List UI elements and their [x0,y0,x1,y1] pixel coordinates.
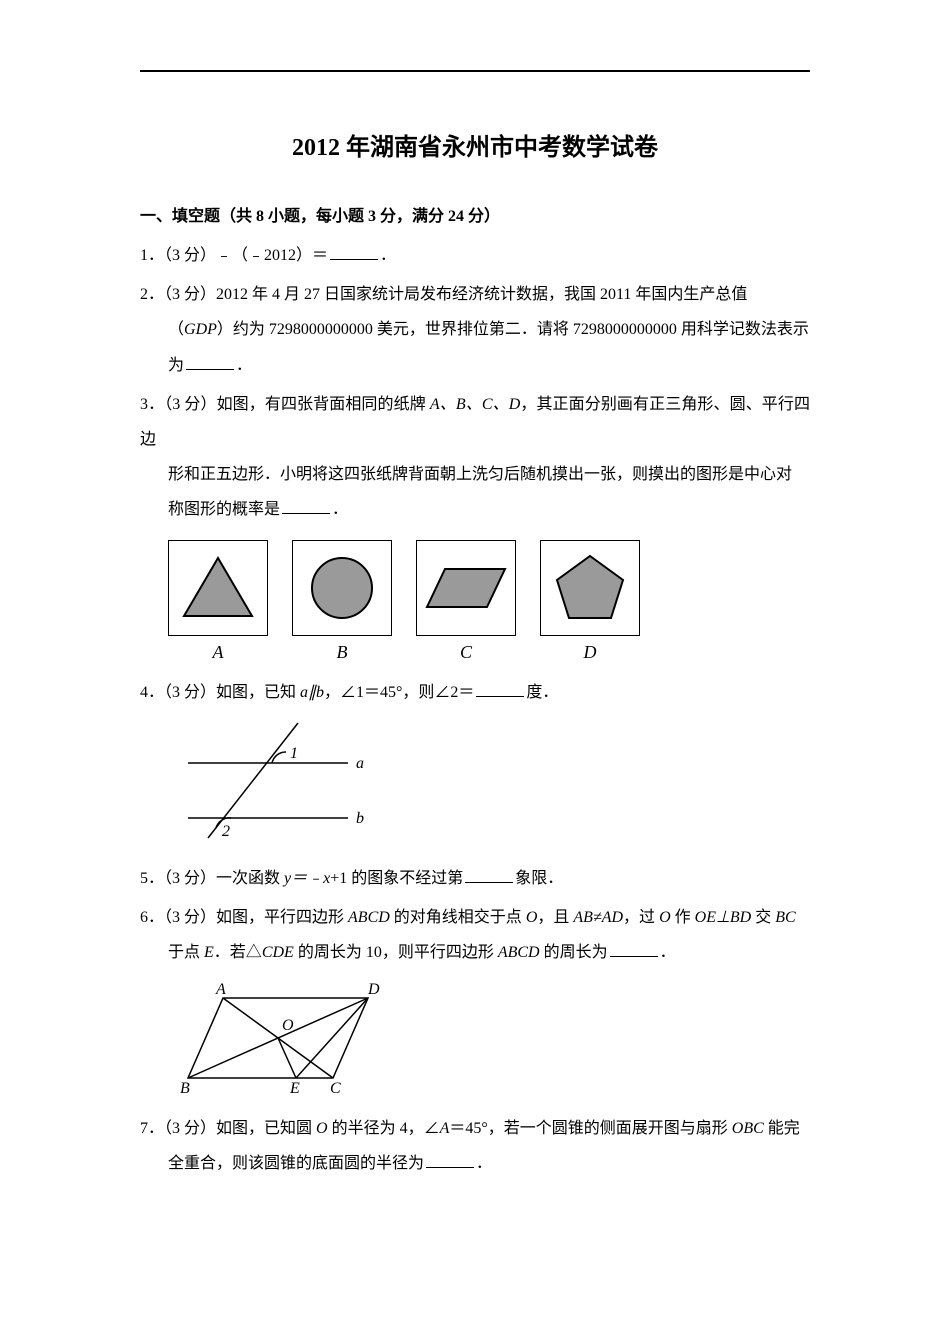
q6-abcd2: ABCD [498,944,540,961]
fig6-A: A [215,981,226,998]
q4-blank [476,681,524,697]
q1-blank [330,244,378,260]
q6-l2-mid3: 的周长为 [540,944,608,961]
card-d-label: D [584,642,597,663]
triangle-icon [180,554,256,622]
q7-o: O [316,1120,328,1137]
q6-l1-mid5: 交 [751,909,775,926]
card-b-label: B [337,642,348,663]
q2-line1: 2．（3 分）2012 年 4 月 27 日国家统计局发布经济统计数据，我国 2… [140,286,747,303]
q6-l1-mid: 的对角线相交于点 [390,909,526,926]
card-c-box [416,540,516,636]
q6-l2-suf: ． [660,944,676,961]
q5-mid: +1 的图象不经过第 [330,870,463,887]
fig6-B: B [180,1080,190,1097]
fig4-label-a: a [356,755,364,772]
card-a-box [168,540,268,636]
q2-blank [186,354,234,370]
fig4-label-1: 1 [290,745,298,762]
question-2: 2．（3 分）2012 年 4 月 27 日国家统计局发布经济统计数据，我国 2… [140,277,810,383]
q6-abcd1: ABCD [348,909,390,926]
q6-l1-mid3: ，过 [623,909,659,926]
question-5: 5．（3 分）一次函数 y＝﹣x+1 的图象不经过第 象限． [140,861,810,896]
q7-blank [426,1152,474,1168]
q6-l2-mid2: 的周长为 10，则平行四边形 [294,944,498,961]
fig6-O: O [282,1017,294,1034]
q6-l2-mid: ．若△ [214,944,262,961]
question-6: 6．（3 分）如图，平行四边形 ABCD 的对角线相交于点 O，且 AB≠AD，… [140,900,810,970]
card-a: A [168,540,268,663]
q6-abne: AB≠AD [573,909,623,926]
q6-l1-pre: 6．（3 分）如图，平行四边形 [140,909,348,926]
fig4-label-2: 2 [222,823,230,840]
q6-o2: O [659,909,671,926]
card-b-box [292,540,392,636]
q7-a: A [440,1120,450,1137]
card-d: D [540,540,640,663]
fig6-C: C [330,1080,341,1097]
q5-blank [465,867,513,883]
q7-l2-pre: 全重合，则该圆锥的底面圆的半径为 [168,1155,424,1172]
card-c: C [416,540,516,663]
q7-l1-pre: 7．（3 分）如图，已知圆 [140,1120,316,1137]
q4-suf: 度． [526,684,558,701]
q1-suffix: ． [380,247,396,264]
q2-line2-pre: （ [168,321,184,338]
q2-line2-mid: ）约为 7298000000000 美元，世界排位第二．请将 729800000… [217,321,809,338]
card-b: B [292,540,392,663]
q3-abcd: A、B、C、D [430,396,520,413]
card-c-label: C [460,642,472,663]
q4-mid: ，∠1＝45°，则∠2＝ [324,684,474,701]
q3-line1-pre: 3．（3 分）如图，有四张背面相同的纸牌 [140,396,430,413]
q7-l1-mid2: ＝45°，若一个圆锥的侧面展开图与扇形 [449,1120,731,1137]
q6-e: E [204,944,214,961]
q4-ab: a∥b [300,684,324,701]
fig6-E: E [289,1080,300,1097]
question-1: 1．（3 分）﹣（﹣2012）＝ ． [140,238,810,273]
q6-cde: CDE [262,944,294,961]
q3-blank [282,498,330,514]
card-a-label: A [213,642,224,663]
q6-o1: O [526,909,538,926]
circle-icon [307,553,377,623]
q6-blank [610,941,658,957]
q2-line3-pre: 为 [168,357,184,374]
q3-line3-suf: ． [332,501,348,518]
q6-bc: BC [775,909,795,926]
q5-func: y＝﹣x [284,870,330,887]
section-header: 一、填空题（共 8 小题，每小题 3 分，满分 24 分） [140,202,810,226]
q3-line2: 形和正五边形．小明将这四张纸牌背面朝上洗匀后随机摸出一张，则摸出的图形是中心对 [168,466,792,483]
q5-suf: 象限． [515,870,563,887]
q5-pre: 5．（3 分）一次函数 [140,870,284,887]
q7-obc: OBC [732,1120,764,1137]
q2-line3-suf: ． [236,357,252,374]
question-3: 3．（3 分）如图，有四张背面相同的纸牌 A、B、C、D，其正面分别画有正三角形… [140,387,810,528]
question-7: 7．（3 分）如图，已知圆 O 的半径为 4，∠A＝45°，若一个圆锥的侧面展开… [140,1111,810,1181]
q7-l1-suf: 能完 [764,1120,800,1137]
exam-title: 2012 年湖南省永州市中考数学试卷 [140,127,810,162]
q3-cards-figure: A B C D [168,540,810,663]
question-4: 4．（3 分）如图，已知 a∥b，∠1＝45°，则∠2＝ 度． [140,675,810,710]
fig6-D: D [367,981,380,998]
q4-figure: 1 2 a b [168,718,810,853]
parallelogram-icon [423,563,509,613]
q6-oebd: OE⊥BD [695,909,752,926]
q7-l2-suf: ． [476,1155,492,1172]
q4-pre: 4．（3 分）如图，已知 [140,684,300,701]
q6-l1-mid4: 作 [671,909,695,926]
top-rule [140,70,810,72]
pentagon-icon [553,552,627,624]
q1-prefix: 1．（3 分）﹣（﹣2012）＝ [140,247,328,264]
q2-gdp: GDP [184,321,217,338]
q6-l2-pre: 于点 [168,944,204,961]
q6-figure: A D B C E O [168,978,810,1103]
q3-line3-pre: 称图形的概率是 [168,501,280,518]
q6-l1-mid2: ，且 [537,909,573,926]
card-d-box [540,540,640,636]
q7-l1-mid: 的半径为 4，∠ [328,1120,440,1137]
fig4-label-b: b [356,810,364,827]
